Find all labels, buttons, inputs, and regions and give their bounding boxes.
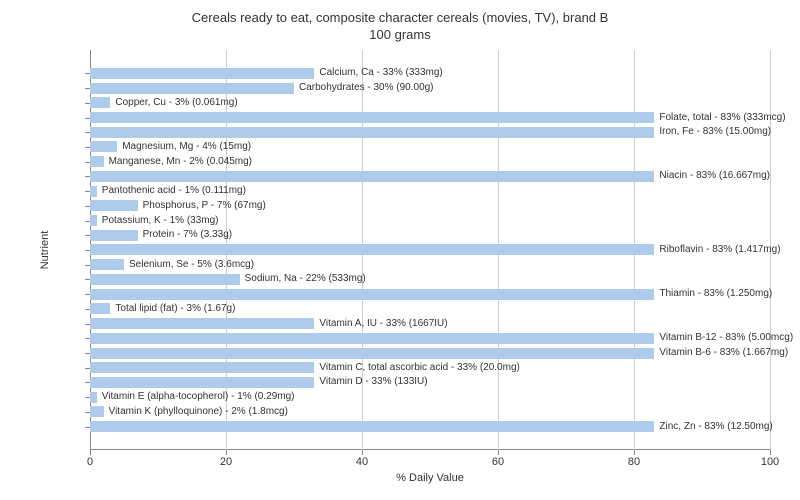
bar <box>90 171 654 182</box>
bar <box>90 333 654 344</box>
bar-row: Vitamin E (alpha-tocopherol) - 1% (0.29m… <box>90 390 770 405</box>
bar-row: Zinc, Zn - 83% (12.50mg) <box>90 419 770 434</box>
bar-row: Vitamin B-6 - 83% (1.667mg) <box>90 346 770 361</box>
bar-label: Total lipid (fat) - 3% (1.67g) <box>115 303 235 314</box>
bar-label: Pantothenic acid - 1% (0.111mg) <box>102 185 246 196</box>
bar <box>90 392 97 403</box>
bar-row: Vitamin D - 33% (133IU) <box>90 375 770 390</box>
bar-row: Magnesium, Mg - 4% (15mg) <box>90 140 770 155</box>
bar-label: Vitamin D - 33% (133IU) <box>319 376 427 387</box>
bar-label: Vitamin E (alpha-tocopherol) - 1% (0.29m… <box>102 391 295 402</box>
x-tick-label: 20 <box>220 456 232 468</box>
bar-label: Zinc, Zn - 83% (12.50mg) <box>659 421 772 432</box>
bar-label: Magnesium, Mg - 4% (15mg) <box>122 141 251 152</box>
x-tick <box>498 450 499 455</box>
bar-label: Calcium, Ca - 33% (333mg) <box>319 67 442 78</box>
chart-title: Cereals ready to eat, composite characte… <box>0 0 800 44</box>
bar-row: Manganese, Mn - 2% (0.045mg) <box>90 154 770 169</box>
bar <box>90 244 654 255</box>
title-line-2: 100 grams <box>369 27 430 42</box>
bar <box>90 230 138 241</box>
bar-label: Vitamin B-6 - 83% (1.667mg) <box>659 347 788 358</box>
bar-label: Sodium, Na - 22% (533mg) <box>245 273 366 284</box>
bar-label: Folate, total - 83% (333mcg) <box>659 112 785 123</box>
bar-label: Protein - 7% (3.33g) <box>143 229 233 240</box>
bar-row: Thiamin - 83% (1.250mg) <box>90 287 770 302</box>
y-axis-label: Nutrient <box>39 231 51 270</box>
title-line-1: Cereals ready to eat, composite characte… <box>192 10 609 25</box>
bar <box>90 83 294 94</box>
x-tick <box>770 450 771 455</box>
plot-area: Calcium, Ca - 33% (333mg) Carbohydrates -… <box>90 50 770 450</box>
bars-container: Calcium, Ca - 33% (333mg) Carbohydrates -… <box>90 50 770 450</box>
x-tick <box>226 450 227 455</box>
bar <box>90 362 314 373</box>
x-tick-label: 100 <box>761 456 779 468</box>
bar-label: Phosphorus, P - 7% (67mg) <box>143 200 266 211</box>
bar <box>90 68 314 79</box>
bar <box>90 97 110 108</box>
bar-label: Copper, Cu - 3% (0.061mg) <box>115 97 237 108</box>
bar-row: Riboflavin - 83% (1.417mg) <box>90 243 770 258</box>
bar-label: Iron, Fe - 83% (15.00mg) <box>659 126 771 137</box>
bar-label: Vitamin B-12 - 83% (5.00mcg) <box>659 332 793 343</box>
x-tick <box>90 450 91 455</box>
bar <box>90 274 240 285</box>
bar-row: Folate, total - 83% (333mcg) <box>90 110 770 125</box>
bar-label: Vitamin A, IU - 33% (1667IU) <box>319 318 447 329</box>
bar-label: Carbohydrates - 30% (90.00g) <box>299 82 434 93</box>
bar-row: Vitamin C, total ascorbic acid - 33% (20… <box>90 360 770 375</box>
bar-label: Vitamin K (phylloquinone) - 2% (1.8mcg) <box>109 406 288 417</box>
bar-label: Riboflavin - 83% (1.417mg) <box>659 244 780 255</box>
bar <box>90 127 654 138</box>
bar-label: Manganese, Mn - 2% (0.045mg) <box>109 156 252 167</box>
bar-row: Iron, Fe - 83% (15.00mg) <box>90 125 770 140</box>
x-tick <box>634 450 635 455</box>
nutrient-chart: Cereals ready to eat, composite characte… <box>0 0 800 500</box>
bar <box>90 289 654 300</box>
bar <box>90 406 104 417</box>
bar-row: Niacin - 83% (16.667mg) <box>90 169 770 184</box>
bar-row: Sodium, Na - 22% (533mg) <box>90 272 770 287</box>
bar <box>90 421 654 432</box>
x-tick <box>362 450 363 455</box>
bar <box>90 200 138 211</box>
bar <box>90 141 117 152</box>
x-tick-label: 0 <box>87 456 93 468</box>
bar-row: Selenium, Se - 5% (3.6mcg) <box>90 257 770 272</box>
bar-row: Vitamin K (phylloquinone) - 2% (1.8mcg) <box>90 405 770 420</box>
x-axis-label: % Daily Value <box>396 472 464 484</box>
bar-row: Protein - 7% (3.33g) <box>90 228 770 243</box>
x-axis: 020406080100 % Daily Value <box>90 450 770 480</box>
bar-label: Niacin - 83% (16.667mg) <box>659 170 770 181</box>
bar-row: Vitamin B-12 - 83% (5.00mcg) <box>90 331 770 346</box>
bar-row: Phosphorus, P - 7% (67mg) <box>90 198 770 213</box>
bar-row: Total lipid (fat) - 3% (1.67g) <box>90 302 770 317</box>
bar-row: Vitamin A, IU - 33% (1667IU) <box>90 316 770 331</box>
bar <box>90 377 314 388</box>
bar-row: Carbohydrates - 30% (90.00g) <box>90 81 770 96</box>
bar-row: Calcium, Ca - 33% (333mg) <box>90 66 770 81</box>
x-tick-label: 40 <box>356 456 368 468</box>
bar-row: Pantothenic acid - 1% (0.111mg) <box>90 184 770 199</box>
bar-label: Selenium, Se - 5% (3.6mcg) <box>129 259 254 270</box>
bar <box>90 112 654 123</box>
bar-row: Copper, Cu - 3% (0.061mg) <box>90 95 770 110</box>
plot-inner: Calcium, Ca - 33% (333mg) Carbohydrates -… <box>90 50 770 450</box>
bar <box>90 348 654 359</box>
x-tick-label: 60 <box>492 456 504 468</box>
bar <box>90 318 314 329</box>
bar <box>90 215 97 226</box>
bar <box>90 156 104 167</box>
bar-label: Thiamin - 83% (1.250mg) <box>659 288 772 299</box>
bar-label: Vitamin C, total ascorbic acid - 33% (20… <box>319 362 519 373</box>
bar-row: Potassium, K - 1% (33mg) <box>90 213 770 228</box>
x-tick-label: 80 <box>628 456 640 468</box>
bar-label: Potassium, K - 1% (33mg) <box>102 215 219 226</box>
bar <box>90 259 124 270</box>
bar <box>90 303 110 314</box>
bar <box>90 186 97 197</box>
